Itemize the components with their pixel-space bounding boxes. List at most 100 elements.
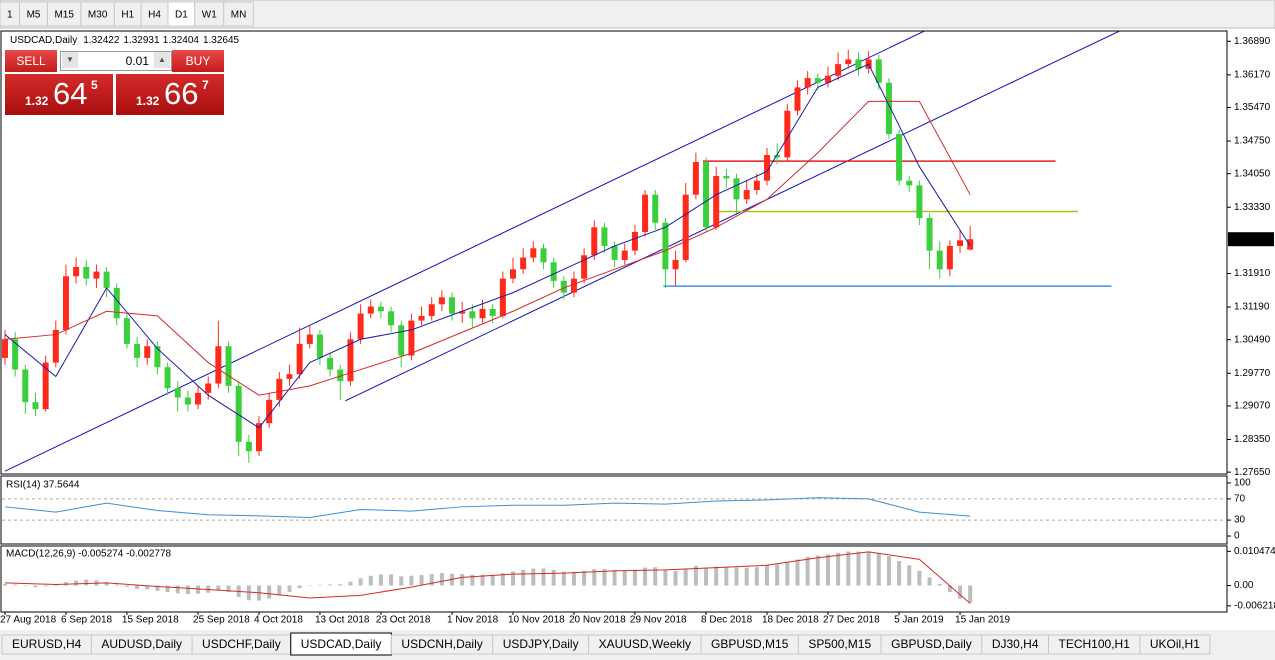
macd-bar: [511, 571, 515, 586]
symbol-tab-label: USDJPY,Daily: [503, 637, 579, 651]
macd-bar: [155, 585, 160, 591]
timeframe-label: H1: [121, 10, 134, 21]
timeframe-button[interactable]: [223, 1, 254, 27]
macd-bar: [3, 583, 7, 586]
timeframe-label: 1: [7, 10, 13, 21]
macd-bar: [277, 585, 282, 596]
x-tick-label: 10 Nov 2018: [508, 615, 565, 626]
timeframe-button[interactable]: [194, 1, 225, 27]
macd-bar: [307, 585, 312, 587]
macd-bar: [693, 565, 698, 586]
candle-body: [398, 325, 405, 356]
sell-button[interactable]: SELL: [5, 50, 57, 72]
trade-controls: SELL 0.01 ▼ ▲ BUY: [5, 50, 224, 72]
y-tick-label: 70: [1234, 493, 1246, 504]
macd-bar: [927, 577, 932, 586]
macd-bar: [602, 569, 607, 586]
price-prefix: 1.32: [136, 94, 160, 108]
symbol-tab[interactable]: [1139, 634, 1211, 655]
symbol-tab-label: GBPUSD,Daily: [891, 637, 972, 651]
candle-body: [459, 311, 466, 314]
candle-body: [540, 248, 547, 263]
macd-bar: [612, 570, 617, 586]
y-tick-label: 0: [1234, 531, 1240, 542]
macd-bar: [795, 559, 800, 586]
candle-body: [906, 180, 913, 186]
candle-body: [184, 397, 191, 405]
candle-body: [692, 162, 699, 195]
macd-bar: [907, 565, 912, 586]
macd-bar: [338, 584, 343, 586]
buy-button[interactable]: BUY: [172, 50, 224, 72]
candle-body: [621, 250, 628, 260]
timeframe-label: D1: [175, 10, 188, 21]
candle-body: [123, 318, 130, 344]
macd-bar: [846, 551, 851, 586]
candle-body: [896, 134, 903, 181]
x-tick-label: 8 Dec 2018: [701, 615, 753, 626]
candle-body: [195, 392, 202, 405]
macd-bar: [429, 574, 434, 586]
macd-bar: [175, 585, 180, 594]
candle-body: [804, 78, 811, 88]
candle-body: [967, 239, 974, 250]
candle-body: [215, 346, 222, 384]
candle-body: [855, 59, 862, 69]
lot-input[interactable]: 0.01: [60, 51, 172, 71]
candle-body: [103, 271, 110, 288]
candle-body: [337, 369, 344, 382]
macd-bar: [968, 585, 973, 603]
candle-body: [479, 308, 486, 319]
macd-bar: [74, 580, 79, 586]
timeframe-button[interactable]: [140, 1, 169, 27]
y-tick-label: 1.34050: [1234, 168, 1271, 179]
x-tick-label: 23 Oct 2018: [376, 615, 431, 626]
y-tick-label: 100: [1234, 478, 1251, 489]
macd-bar: [33, 585, 38, 588]
y-tick-label: 1.29770: [1234, 368, 1271, 379]
candle-body: [32, 402, 39, 410]
candle-body: [814, 78, 821, 83]
macd-bar: [541, 568, 546, 586]
candle-body: [245, 441, 252, 452]
timeframe-button[interactable]: [113, 1, 142, 27]
candle-body: [936, 250, 943, 270]
candle-body: [73, 266, 80, 277]
candle-body: [377, 306, 384, 312]
symbol-tab-label: DJ30,H4: [992, 637, 1039, 651]
macd-bar: [856, 551, 861, 586]
sell-price[interactable]: 1.32 64 5: [5, 74, 113, 115]
candle-body: [408, 320, 415, 356]
x-tick-label: 27 Dec 2018: [823, 615, 880, 626]
macd-bar: [500, 573, 505, 586]
macd-bar: [876, 552, 881, 586]
macd-bar: [825, 554, 830, 586]
lot-down[interactable]: ▼: [62, 52, 78, 68]
candle-body: [682, 194, 689, 260]
moving-average: [4, 100, 971, 396]
macd-bar: [724, 566, 729, 586]
candle-body: [144, 346, 151, 358]
macd-bar: [947, 585, 952, 593]
macd-bar: [866, 551, 871, 586]
lot-up[interactable]: ▲: [154, 52, 170, 68]
candle-body: [52, 329, 59, 363]
candle-body: [753, 180, 760, 191]
y-tick-label: 0.010474: [1234, 546, 1275, 557]
timeframe-button[interactable]: [80, 1, 115, 27]
timeframe-label: W1: [202, 10, 217, 21]
candle-body: [367, 306, 374, 314]
macd-bar: [104, 582, 109, 586]
macd-bar: [317, 584, 322, 586]
macd-bar: [744, 567, 749, 586]
timeframe-button[interactable]: [46, 1, 82, 27]
open-value: 1.32422: [83, 35, 120, 46]
macd-bar: [765, 565, 769, 586]
candle-body: [784, 110, 791, 158]
y-tick-label: 1.33330: [1234, 202, 1271, 213]
buy-price[interactable]: 1.32 66 7: [116, 74, 224, 115]
macd-bar: [490, 575, 495, 586]
candle-body: [764, 155, 770, 181]
macd-bar: [84, 579, 89, 586]
macd-bar: [958, 585, 963, 599]
